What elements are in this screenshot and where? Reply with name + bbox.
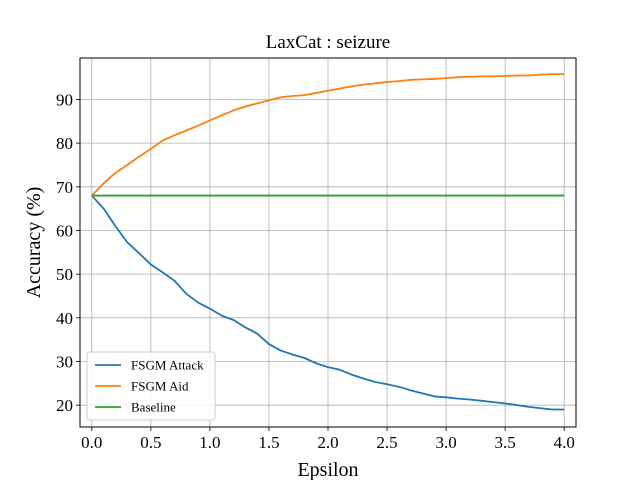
series-line-fsgm-attack	[91, 194, 565, 411]
y-tick-label: 80	[56, 134, 73, 153]
y-tick-label: 70	[56, 178, 73, 197]
x-tick-label: 2.5	[376, 433, 397, 452]
y-tick-label: 50	[56, 265, 73, 284]
y-tick-label: 40	[56, 309, 73, 328]
x-tick-label: 3.0	[435, 433, 456, 452]
y-axis-label: Accuracy (%)	[23, 187, 45, 299]
axis-ticks: 0.0 0.5 1.0 1.5 2.0 2.5 3.0 3.5 4.0 20 30 40 50 60 70 8…	[56, 90, 575, 452]
legend-label-baseline: Baseline	[131, 400, 176, 415]
x-tick-label: 2.0	[317, 433, 338, 452]
x-tick-label: 0.0	[81, 433, 102, 452]
x-tick-label: 3.5	[495, 433, 516, 452]
legend: FSGM Attack FSGM Aid Baseline	[86, 351, 216, 421]
series-line-fsgm-aid	[91, 73, 565, 197]
y-tick-label: 30	[56, 352, 73, 371]
legend-label-fsgm-aid: FSGM Aid	[131, 379, 189, 394]
series-lines	[91, 73, 565, 411]
x-axis-label: Epsilon	[297, 459, 358, 480]
y-tick-label: 20	[56, 396, 73, 415]
x-tick-label: 1.0	[199, 433, 220, 452]
x-tick-label: 1.5	[258, 433, 279, 452]
y-tick-label: 90	[56, 90, 73, 109]
legend-label-fsgm-attack: FSGM Attack	[131, 358, 204, 373]
x-tick-label: 4.0	[554, 433, 575, 452]
legend-box	[86, 351, 216, 421]
y-tick-label: 60	[56, 221, 73, 240]
chart-title: LaxCat : seizure	[266, 32, 391, 53]
x-tick-label: 0.5	[140, 433, 161, 452]
